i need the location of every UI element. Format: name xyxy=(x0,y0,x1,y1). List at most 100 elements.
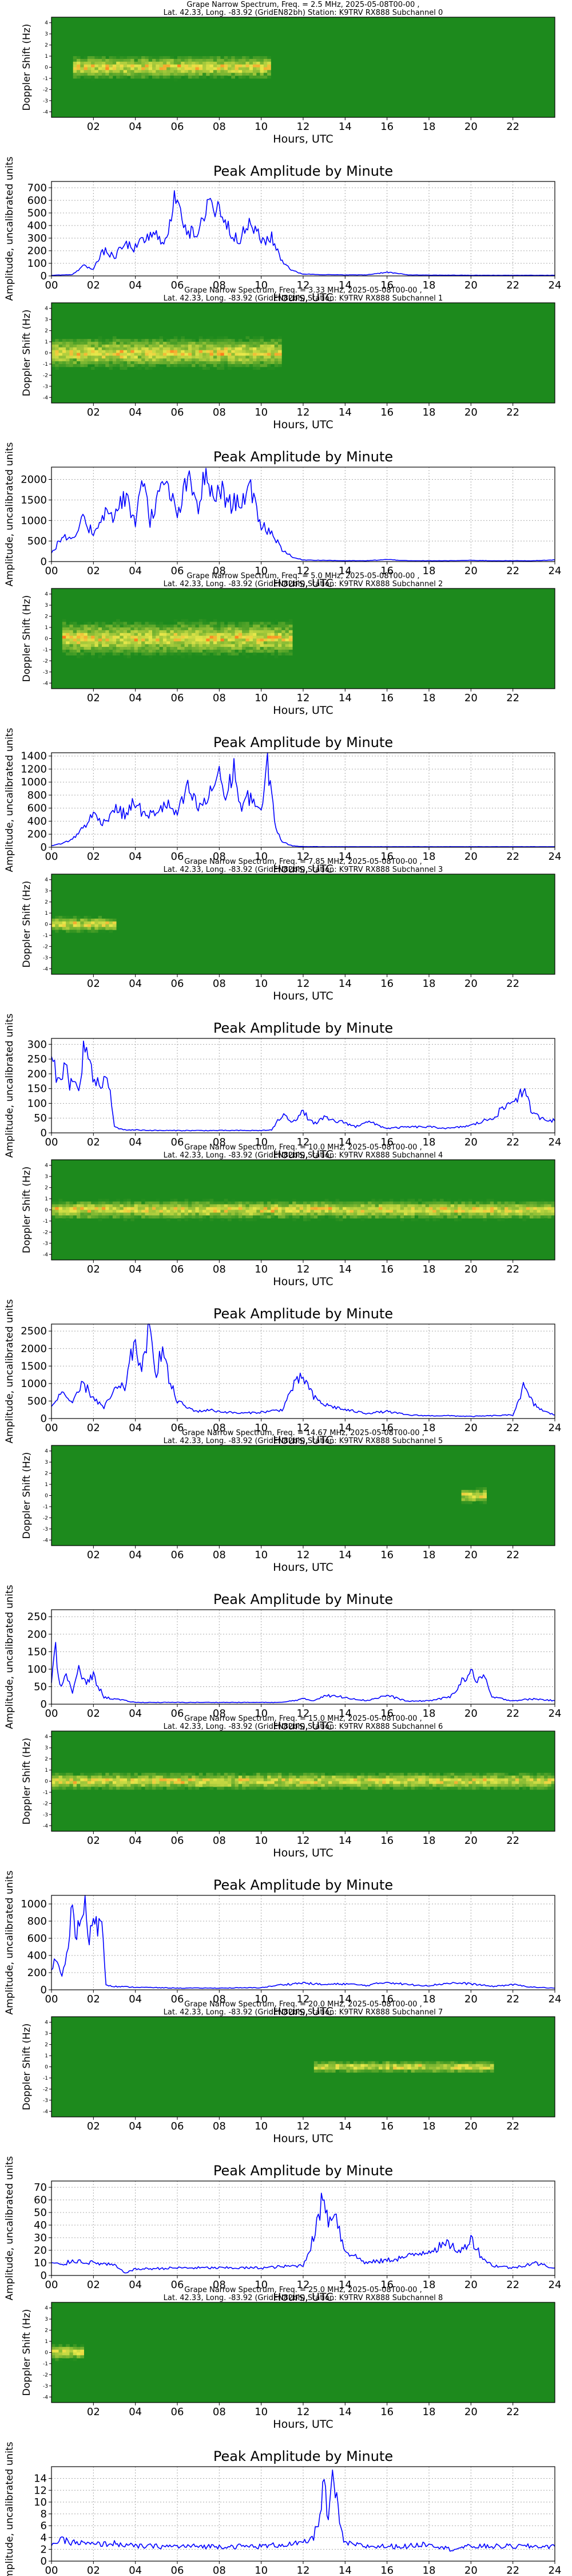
y-tick-label: 0 xyxy=(45,2350,48,2356)
y-tick-label: -1 xyxy=(43,1790,48,1796)
amplitude-frame xyxy=(51,467,555,562)
y-tick-label: 1 xyxy=(45,2339,48,2345)
x-tick-label: 06 xyxy=(171,1993,184,2005)
y-tick-label: -1 xyxy=(43,2076,48,2081)
y-tick-label: 4 xyxy=(45,878,48,883)
x-tick-label: 06 xyxy=(171,2406,184,2418)
spectrogram-signal xyxy=(51,1199,555,1222)
x-tick-label: 10 xyxy=(255,1136,268,1148)
x-tick-label: 04 xyxy=(129,2406,142,2418)
y-tick-label: -4 xyxy=(43,395,48,401)
y-tick-label: 50 xyxy=(34,1681,47,1693)
x-tick-label: 10 xyxy=(255,1422,268,1434)
x-tick-label: 04 xyxy=(129,2279,142,2291)
x-tick-label: 00 xyxy=(45,279,58,291)
y-tick-label: 4 xyxy=(45,592,48,598)
y-tick-label: 2 xyxy=(45,2042,48,2048)
amplitude-trace xyxy=(51,1642,555,1704)
x-tick-label: 02 xyxy=(87,1835,100,1847)
y-tick-label: 2 xyxy=(45,1186,48,1191)
y-axis-label: Amplitude, uncalibrated units xyxy=(4,156,15,301)
x-tick-label: 00 xyxy=(45,1708,58,1720)
x-tick-label: 04 xyxy=(129,121,142,133)
y-tick-label: 3 xyxy=(45,603,48,609)
y-tick-label: 3 xyxy=(45,317,48,323)
spectrogram-title-line2: Lat. 42.33, Long. -83.92 (GridEN82bh) St… xyxy=(164,2008,443,2017)
x-tick-label: 14 xyxy=(339,2565,352,2576)
x-tick-label: 18 xyxy=(423,565,436,577)
x-tick-label: 14 xyxy=(339,565,352,577)
y-tick-label: 0 xyxy=(45,2065,48,2071)
y-tick-label: -4 xyxy=(43,2395,48,2400)
x-tick-label: 20 xyxy=(464,565,478,577)
spectrogram-title-line1: Grape Narrow Spectrum, Freq. = 15.0 MHz,… xyxy=(184,1714,422,1723)
x-tick-label: 06 xyxy=(171,692,184,704)
x-tick-label: 22 xyxy=(506,2120,519,2132)
x-tick-label: 20 xyxy=(464,2406,478,2418)
x-tick-label: 16 xyxy=(380,692,394,704)
x-tick-label: 22 xyxy=(506,2406,519,2418)
x-tick-label: 12 xyxy=(297,1263,310,1275)
x-tick-label: 02 xyxy=(87,2120,100,2132)
x-tick-label: 02 xyxy=(87,2406,100,2418)
x-tick-label: 14 xyxy=(339,2406,352,2418)
spectrogram-title-line1: Grape Narrow Spectrum, Freq. = 10.0 MHz,… xyxy=(184,1143,422,1152)
y-tick-label: 8 xyxy=(41,2508,47,2520)
x-tick-label: 22 xyxy=(506,1263,519,1275)
x-tick-label: 10 xyxy=(255,1835,268,1847)
x-axis-label: Hours, UTC xyxy=(273,2005,333,2018)
x-tick-label: 22 xyxy=(506,1708,519,1720)
y-axis-label: Amplitude, uncalibrated units xyxy=(4,1299,15,1443)
amplitude-trace xyxy=(51,190,555,276)
x-tick-label: 16 xyxy=(380,279,394,291)
spectrogram-title-line2: Lat. 42.33, Long. -83.92 (GridEN82bh) St… xyxy=(164,2294,443,2302)
y-tick-label: -2 xyxy=(43,1230,48,1235)
x-tick-label: 20 xyxy=(464,1136,478,1148)
x-tick-label: 06 xyxy=(171,1422,184,1434)
x-tick-label: 16 xyxy=(380,1263,394,1275)
x-tick-label: 06 xyxy=(171,2120,184,2132)
y-axis-label: Doppler Shift (Hz) xyxy=(21,24,33,111)
x-tick-label: 12 xyxy=(297,1422,310,1434)
y-tick-label: 0 xyxy=(41,270,47,282)
y-tick-label: -4 xyxy=(43,1252,48,1258)
x-tick-label: 20 xyxy=(464,279,478,291)
x-tick-label: 04 xyxy=(129,2120,142,2132)
x-tick-label: 20 xyxy=(464,1422,478,1434)
y-tick-label: 2000 xyxy=(21,1343,47,1355)
x-tick-label: 22 xyxy=(506,1136,519,1148)
x-tick-label: 12 xyxy=(297,1549,310,1561)
x-tick-label: 18 xyxy=(423,1422,436,1434)
y-axis-label: Doppler Shift (Hz) xyxy=(21,595,33,682)
spectrogram-signal xyxy=(62,619,293,658)
y-tick-label: 0 xyxy=(41,2270,47,2282)
y-tick-label: 500 xyxy=(27,207,47,219)
x-tick-label: 06 xyxy=(171,1136,184,1148)
amplitude-frame xyxy=(51,1609,555,1705)
y-tick-label: 100 xyxy=(27,1097,47,1109)
spectrogram-title-line2: Lat. 42.33, Long. -83.92 (GridEN82bh) St… xyxy=(164,1151,443,1160)
spectrogram-title-line2: Lat. 42.33, Long. -83.92 (GridEN82bh) St… xyxy=(164,866,443,874)
y-tick-label: 500 xyxy=(27,1395,47,1407)
x-tick-label: 18 xyxy=(423,851,436,863)
y-tick-label: 1 xyxy=(45,1196,48,1202)
amplitude-panel-4: Peak Amplitude by Minute 00 02 04 06 08 10 12 14… xyxy=(4,1299,561,1447)
y-tick-label: -1 xyxy=(43,647,48,653)
y-tick-label: 0 xyxy=(41,2555,47,2567)
amplitude-frame xyxy=(51,1038,555,1133)
y-tick-label: 2 xyxy=(45,2328,48,2334)
y-tick-label: -1 xyxy=(43,1504,48,1510)
x-tick-label: 02 xyxy=(87,692,100,704)
x-tick-label: 18 xyxy=(423,279,436,291)
y-axis-label: Amplitude, uncalibrated units xyxy=(4,442,15,586)
y-tick-label: 1000 xyxy=(21,1378,47,1390)
y-tick-label: -4 xyxy=(43,2109,48,2115)
spectrogram-title-line1: Grape Narrow Spectrum, Freq. = 14.67 MHz… xyxy=(182,1429,424,1437)
x-tick-label: 20 xyxy=(464,1549,478,1561)
amplitude-trace xyxy=(51,1323,555,1417)
x-tick-label: 08 xyxy=(213,1136,226,1148)
spectrogram-title-line2: Lat. 42.33, Long. -83.92 (GridEN82bh) St… xyxy=(164,580,443,588)
x-tick-label: 20 xyxy=(464,692,478,704)
y-tick-label: -1 xyxy=(43,2361,48,2367)
x-tick-label: 14 xyxy=(339,121,352,133)
